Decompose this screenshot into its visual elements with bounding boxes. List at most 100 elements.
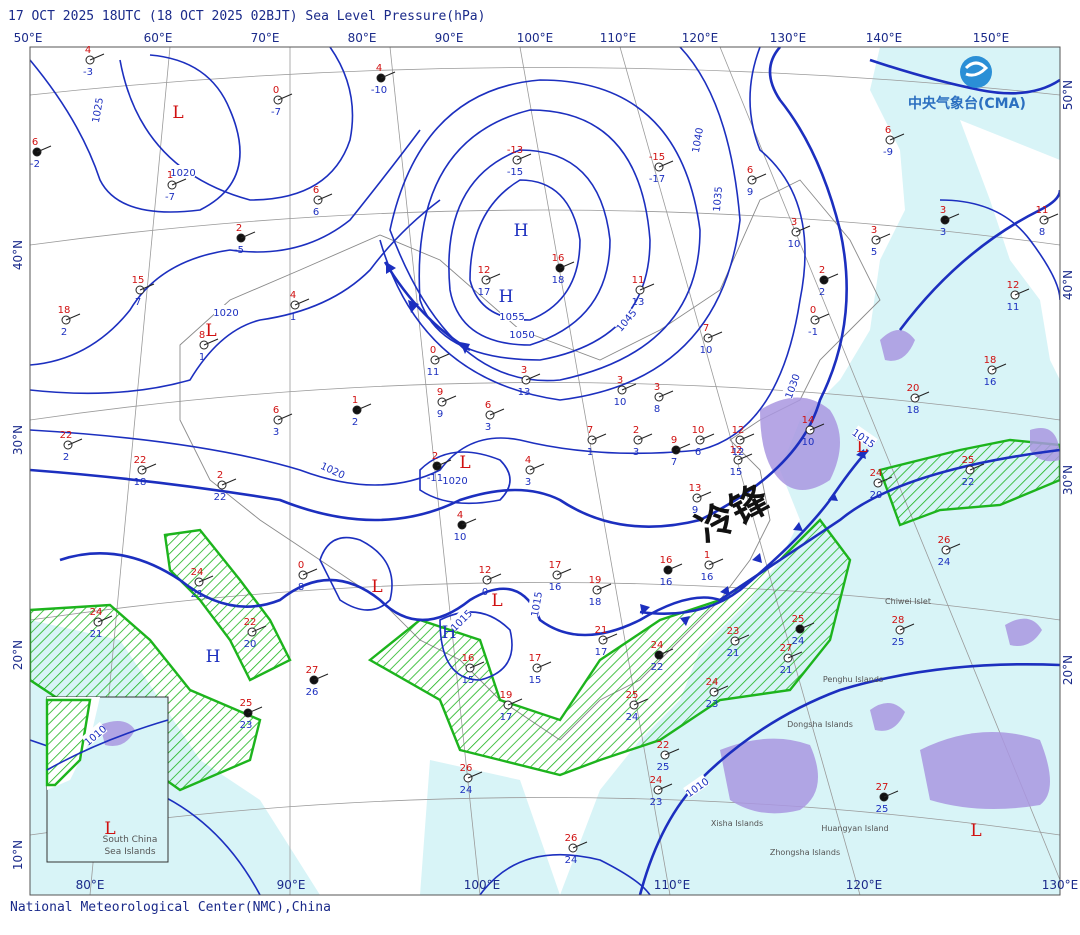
station-temperature: 19 [500,690,513,701]
station-dewpoint: 25 [657,762,670,773]
right-latitude-label: 20°N [1061,655,1075,685]
station-wind [507,698,523,706]
isobar-label-bg [320,458,347,480]
station-wind [658,160,674,168]
station-temperature: 27 [306,665,319,676]
station-temperature: 3 [791,217,797,228]
station-wind [251,625,267,633]
station-wind [737,453,753,461]
station-temperature: 11 [632,275,645,286]
station-dewpoint: 2 [352,417,358,428]
top-longitude-label: 90°E [435,31,464,45]
station-wind [516,153,532,161]
station-dewpoint: 10 [788,239,801,250]
station-temperature: 10 [692,425,705,436]
station-wind [658,390,674,398]
station-dewpoint: 17 [500,712,513,723]
station-wind [809,423,825,431]
station-temperature: 9 [437,387,443,398]
station-dewpoint: 22 [214,492,227,503]
station-wind [633,698,649,706]
station-dewpoint: 1 [587,447,593,458]
station-dewpoint: 22 [962,477,975,488]
station-dewpoint: 2 [61,327,67,338]
left-latitude-label: 10°N [11,840,25,870]
station-dewpoint: 26 [306,687,319,698]
station-dewpoint: 21 [90,629,103,640]
left-latitude-label: 40°N [11,240,25,270]
station-wind [991,363,1007,371]
inset-map [45,696,169,863]
station-dewpoint: 18 [552,275,565,286]
sea-south [420,760,560,895]
station-wind [945,543,961,551]
station-dewpoint: 22 [651,662,664,673]
station-dewpoint: 6 [313,207,319,218]
station-wind [36,145,52,153]
station-dewpoint: 24 [460,785,473,796]
right-latitude-label: 40°N [1061,270,1075,300]
station-wind [489,408,505,416]
station-wind [486,573,502,581]
top-longitude-label: 120°E [682,31,719,45]
left-latitude-label: 30°N [11,425,25,455]
station-wind [441,395,457,403]
station-dewpoint: 16 [701,572,714,583]
isobar-label-bg [214,305,238,317]
station-dewpoint: 2 [819,287,825,298]
pressure-center: H [206,647,221,667]
fog-areas [720,330,1060,814]
logo: 中央气象台(CMA) [908,56,1026,112]
station-wind [247,706,263,714]
station-temperature: 6 [747,165,753,176]
station-wind [739,433,755,441]
station-dewpoint: 10 [614,397,627,408]
station-temperature: 2 [819,265,825,276]
isobar-label-bg [500,309,524,321]
station-wind [667,563,683,571]
station-dewpoint: 9 [692,505,698,516]
map-title: 17 OCT 2025 18UTC (18 OCT 2025 02BJT) Se… [8,9,485,24]
isobar-label-bg [708,186,724,212]
station-temperature: 1 [352,395,358,406]
station-wind [198,575,214,583]
station-dewpoint: 16 [984,377,997,388]
station-temperature: 12 [479,565,492,576]
station-wind [823,273,839,281]
pressure-center: H [514,221,529,241]
isobar-label-bg [683,774,710,798]
isobar-label: 1020 [170,168,195,179]
coastline [179,179,881,741]
station-temperature: 28 [892,615,905,626]
station-dewpoint: 3 [633,447,639,458]
station-temperature: 6 [32,137,38,148]
station-dewpoint: 24 [626,712,639,723]
station-temperature: 14 [802,415,815,426]
pressure-center: L [491,591,502,611]
station-temperature: 22 [657,740,670,751]
station-temperature: 25 [626,690,639,701]
station-wind [221,478,237,486]
station-temperature: 0 [273,85,279,96]
station-wind [67,438,83,446]
isobar-label-bg [781,372,801,399]
station-temperature: 2 [633,425,639,436]
bottom-longitude-label: 80°E [76,878,105,892]
station-wind [637,433,653,441]
station-wind [787,651,803,659]
station-wind [596,583,612,591]
station-dewpoint: 12 [732,447,745,458]
isobar-label-bg [527,590,544,617]
station-temperature: 8 [199,330,205,341]
station-temperature: 24 [651,640,664,651]
station-wind [434,353,450,361]
station-temperature: 12 [478,265,491,276]
station-dewpoint: 24 [792,636,805,647]
station-temperature: 20 [907,383,920,394]
station-dewpoint: 2 [63,452,69,463]
left-latitude-label: 20°N [11,640,25,670]
station-wind [97,615,113,623]
station-temperature: 24 [706,677,719,688]
top-longitude-label: 60°E [144,31,173,45]
